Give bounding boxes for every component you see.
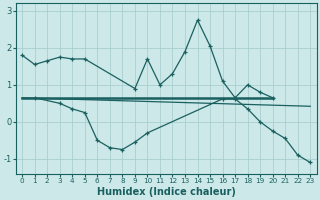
- X-axis label: Humidex (Indice chaleur): Humidex (Indice chaleur): [97, 187, 236, 197]
